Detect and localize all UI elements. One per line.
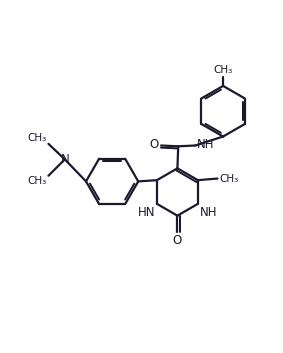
Text: HN: HN — [138, 206, 155, 219]
Text: O: O — [173, 234, 182, 247]
Text: CH₃: CH₃ — [213, 65, 233, 75]
Text: NH: NH — [200, 206, 217, 219]
Text: CH₃: CH₃ — [219, 174, 238, 184]
Text: N: N — [60, 153, 69, 166]
Text: NH: NH — [197, 138, 215, 151]
Text: O: O — [149, 138, 159, 151]
Text: CH₃: CH₃ — [27, 176, 47, 186]
Text: CH₃: CH₃ — [27, 133, 47, 143]
